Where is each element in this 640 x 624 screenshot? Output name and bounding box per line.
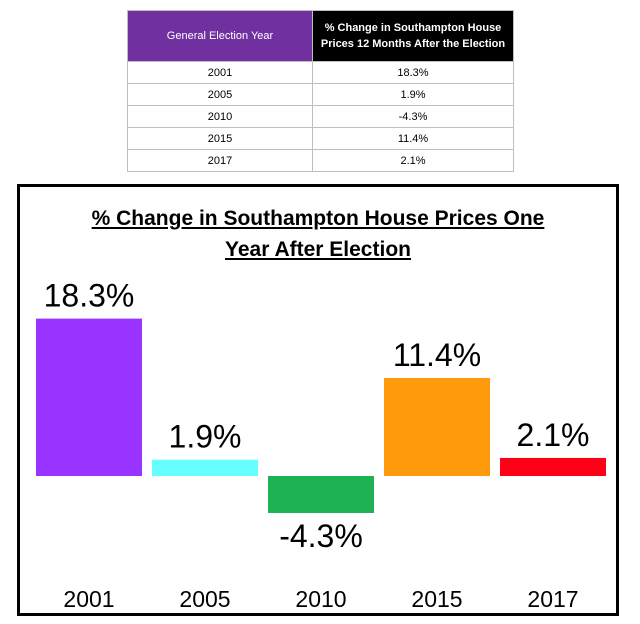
table-row: 2015 11.4% <box>127 127 514 150</box>
table-cell-year: 2015 <box>127 127 313 150</box>
category-label-2005: 2005 <box>179 586 230 612</box>
table-row: 2017 2.1% <box>127 149 514 172</box>
table-cell-change: -4.3% <box>312 105 514 128</box>
chart-plot-area: 18.3% 2001 1.9% 2005 -4.3% 2010 11.4% 2015 2.1% 2… <box>36 278 606 612</box>
data-label-2017: 2.1% <box>517 417 590 453</box>
bar-2001 <box>36 318 142 476</box>
data-label-2010: -4.3% <box>279 518 363 554</box>
chart-title-line-1: % Change in Southampton House Prices One <box>91 207 545 230</box>
bar-2017 <box>500 457 606 476</box>
bar-chart: % Change in Southampton House Prices One… <box>17 184 619 616</box>
data-label-2005: 1.9% <box>169 419 242 455</box>
table-cell-year: 2010 <box>127 105 313 128</box>
category-label-2001: 2001 <box>63 586 114 612</box>
data-label-2015: 11.4% <box>393 337 481 373</box>
table-cell-change: 18.3% <box>312 61 514 84</box>
table-cell-change: 11.4% <box>312 127 514 150</box>
table-cell-change: 1.9% <box>312 83 514 106</box>
column-header-year: General Election Year <box>127 10 313 62</box>
table-header-row: General Election Year % Change in Southa… <box>127 10 514 62</box>
category-label-2015: 2015 <box>411 586 462 612</box>
table-cell-year: 2005 <box>127 83 313 106</box>
table-cell-change: 2.1% <box>312 149 514 172</box>
election-house-price-table: General Election Year % Change in Southa… <box>127 10 514 172</box>
table-cell-year: 2017 <box>127 149 313 172</box>
bar-2005 <box>152 459 258 476</box>
chart-title-line-2: Year After Election <box>225 238 411 261</box>
category-label-2010: 2010 <box>295 586 346 612</box>
category-label-2017: 2017 <box>527 586 578 612</box>
column-header-change: % Change in Southampton House Prices 12 … <box>312 10 514 62</box>
table-row: 2010 -4.3% <box>127 105 514 128</box>
bar-2015 <box>384 377 490 476</box>
bar-2010 <box>268 476 374 513</box>
chart-title: % Change in Southampton House Prices One… <box>20 203 616 265</box>
table-row: 2001 18.3% <box>127 61 514 84</box>
data-label-2001: 18.3% <box>44 278 135 314</box>
table-row: 2005 1.9% <box>127 83 514 106</box>
table-cell-year: 2001 <box>127 61 313 84</box>
